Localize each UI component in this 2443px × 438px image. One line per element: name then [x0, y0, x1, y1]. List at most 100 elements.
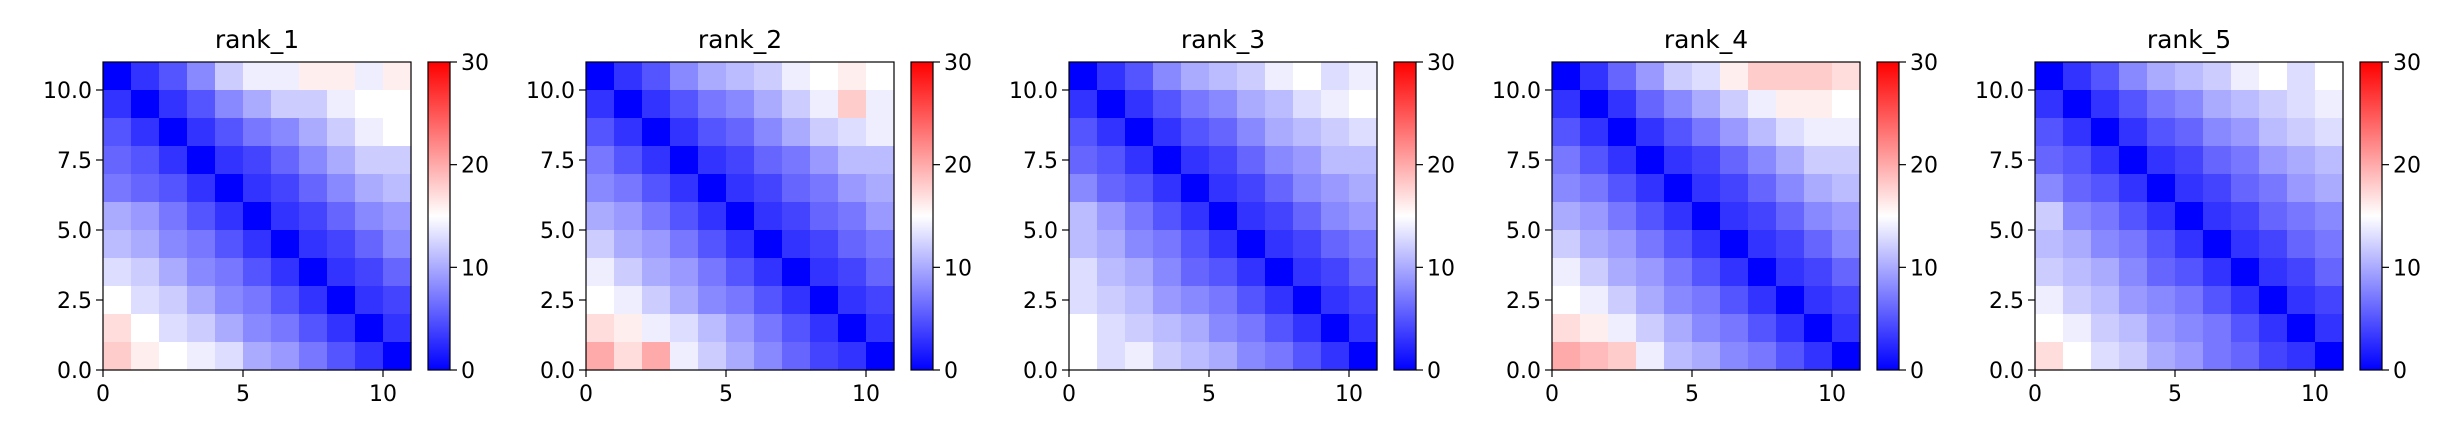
- heatmap-cell: [1181, 258, 1210, 287]
- heatmap-cell: [810, 174, 839, 203]
- heatmap-cell: [1692, 174, 1721, 203]
- heatmap-cell: [1692, 314, 1721, 343]
- heatmap-cell: [726, 202, 755, 231]
- heatmap-cell: [271, 230, 300, 259]
- heatmap-cell: [2063, 90, 2092, 119]
- heatmap-cell: [243, 202, 272, 231]
- heatmap-cell: [1692, 90, 1721, 119]
- y-tick-label: 10.0: [526, 79, 575, 104]
- heatmap-cell: [1636, 314, 1665, 343]
- heatmap-cell: [838, 174, 867, 203]
- heatmap-cell: [698, 62, 727, 91]
- heatmap-cell: [1321, 202, 1350, 231]
- heatmap-cell: [243, 62, 272, 91]
- heatmap-cell: [782, 146, 811, 175]
- heatmap-cell: [1636, 286, 1665, 315]
- heatmap-cell: [642, 314, 671, 343]
- heatmap-cell: [1776, 258, 1805, 287]
- heatmap-panel-3: rank_3 0 5 10 0.0 2.5 5.0 7.5 10.0 0 10 20 30: [1009, 25, 1455, 407]
- heatmap-cell: [2091, 174, 2120, 203]
- heatmap-cell: [2091, 314, 2120, 343]
- y-tick-label: 2.5: [540, 289, 575, 314]
- heatmap-cell: [243, 146, 272, 175]
- heatmap-cell: [243, 258, 272, 287]
- heatmap-cell: [1608, 314, 1637, 343]
- heatmap-cell: [1209, 314, 1238, 343]
- colorbar-tick-label: 30: [461, 51, 489, 76]
- heatmap-cell: [838, 258, 867, 287]
- heatmap-cell: [1552, 230, 1581, 259]
- heatmap-cell: [1265, 146, 1294, 175]
- heatmap-cell: [1720, 118, 1749, 147]
- heatmap-cell: [1580, 90, 1609, 119]
- heatmap-cell: [1580, 342, 1609, 371]
- heatmap-cell: [1209, 174, 1238, 203]
- heatmap-cell: [2063, 174, 2092, 203]
- heatmap-cell: [2203, 62, 2232, 91]
- heatmap-cell: [2287, 118, 2316, 147]
- heatmap-cell: [2259, 202, 2288, 231]
- heatmap-cell: [2147, 286, 2176, 315]
- heatmap-cell: [1181, 342, 1210, 371]
- heatmap-cell: [1580, 174, 1609, 203]
- heatmap-cell: [1321, 230, 1350, 259]
- heatmap-cell: [698, 258, 727, 287]
- heatmap-cell: [1748, 62, 1777, 91]
- heatmap-cell: [383, 174, 412, 203]
- heatmap-cell: [1125, 230, 1154, 259]
- heatmap-cell: [2091, 90, 2120, 119]
- heatmap-cell: [1097, 90, 1126, 119]
- heatmap-panel-4: rank_4 0 5 10 0.0 2.5 5.0 7.5 10.0 0 10 20 30: [1492, 25, 1938, 407]
- heatmap-cell: [1069, 314, 1098, 343]
- heatmap-cell: [1832, 118, 1861, 147]
- heatmap-cell: [1748, 146, 1777, 175]
- heatmap-cell: [2063, 202, 2092, 231]
- y-tick-label: 7.5: [1989, 149, 2024, 174]
- heatmap-cell: [103, 118, 132, 147]
- heatmap-cell: [187, 258, 216, 287]
- heatmap-cell: [1097, 62, 1126, 91]
- heatmap-cell: [271, 202, 300, 231]
- heatmap-cell: [2287, 258, 2316, 287]
- heatmap-cell: [355, 314, 384, 343]
- heatmap-cell: [1265, 62, 1294, 91]
- panel-title: rank_1: [215, 25, 299, 54]
- heatmap-cell: [103, 230, 132, 259]
- heatmap-cell: [2147, 146, 2176, 175]
- heatmap-cell: [327, 342, 356, 371]
- colorbar-tick-label: 10: [944, 256, 972, 281]
- heatmap-cell: [355, 90, 384, 119]
- heatmap-cell: [215, 342, 244, 371]
- heatmap-cell: [2203, 342, 2232, 371]
- heatmap-cell: [1069, 230, 1098, 259]
- heatmap-cell: [2259, 230, 2288, 259]
- heatmap-cell: [355, 62, 384, 91]
- heatmap-cell: [2287, 146, 2316, 175]
- heatmap-cell: [1265, 314, 1294, 343]
- heatmap-cell: [1636, 202, 1665, 231]
- heatmap-cell: [1097, 314, 1126, 343]
- heatmap-cell: [1720, 90, 1749, 119]
- colorbar-tick-label: 0: [1910, 359, 1924, 384]
- heatmap-cell: [586, 118, 615, 147]
- heatmap-cell: [1580, 314, 1609, 343]
- heatmap-cell: [1069, 342, 1098, 371]
- heatmap-cell: [2231, 174, 2260, 203]
- heatmap-cell: [726, 118, 755, 147]
- heatmap-cell: [810, 202, 839, 231]
- heatmap-cell: [2063, 62, 2092, 91]
- heatmap-cell: [1153, 90, 1182, 119]
- heatmap-cell: [299, 62, 328, 91]
- heatmap-cell: [642, 286, 671, 315]
- heatmap-cell: [614, 174, 643, 203]
- heatmap-panel-1: rank_1 0 5 10 0.0 2.5 5.0 7.5 10.0 0 10 20 30: [43, 25, 489, 407]
- colorbar-tick-label: 20: [944, 154, 972, 179]
- heatmap-cell: [1097, 118, 1126, 147]
- heatmap-cell: [2091, 258, 2120, 287]
- heatmap-cell: [1664, 90, 1693, 119]
- heatmap-cell: [2063, 258, 2092, 287]
- heatmap-cell: [1552, 258, 1581, 287]
- x-tick-label: 0: [1062, 382, 1076, 407]
- heatmap-cell: [1832, 62, 1861, 91]
- heatmap-cell: [782, 314, 811, 343]
